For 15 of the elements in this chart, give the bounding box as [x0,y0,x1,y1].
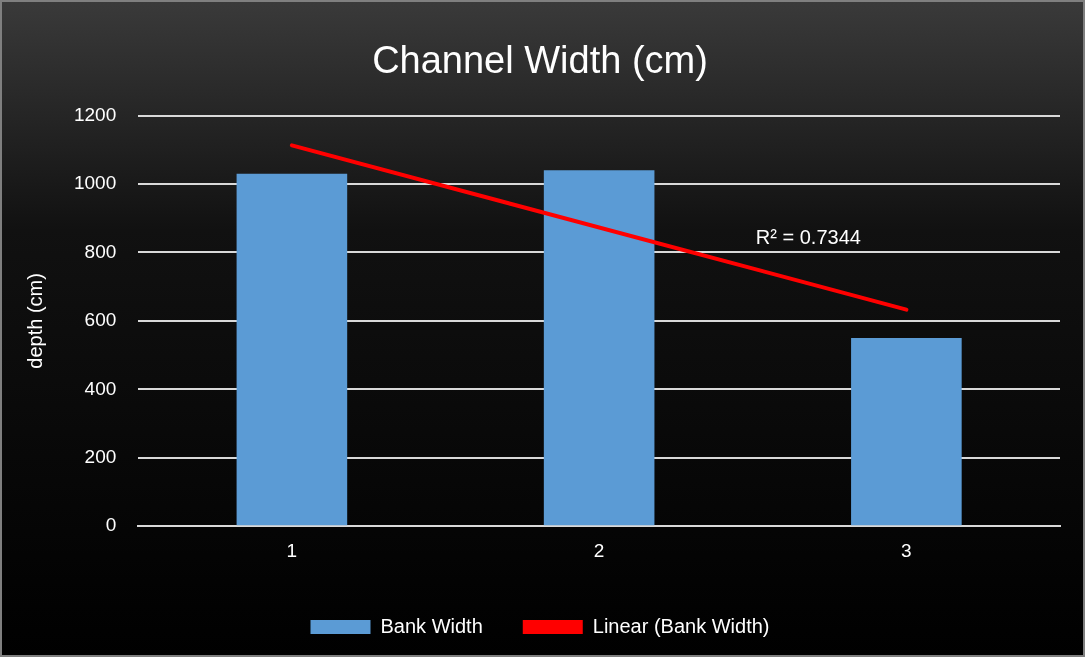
annotation: R² = 0.7344 [755,226,861,249]
y-axis-title: depth (cm) [23,273,46,369]
x-tick-label: 2 [593,539,605,561]
y-tick-label: 800 [84,240,117,262]
legend-label: Linear (Bank Width) [592,614,770,637]
y-tick-label: 1000 [73,172,117,194]
y-tick-label: 0 [105,514,117,536]
y-tick-label: 600 [84,309,117,331]
x-tick-label: 3 [901,539,912,561]
chart-title: Channel Width (cm) [372,39,708,82]
y-tick-label: 400 [84,377,117,399]
y-tick-label: 200 [84,446,117,467]
legend-label: Bank Width [380,614,483,637]
x-tick-label: 1 [286,539,298,561]
y-tick-label: 1200 [73,103,117,125]
